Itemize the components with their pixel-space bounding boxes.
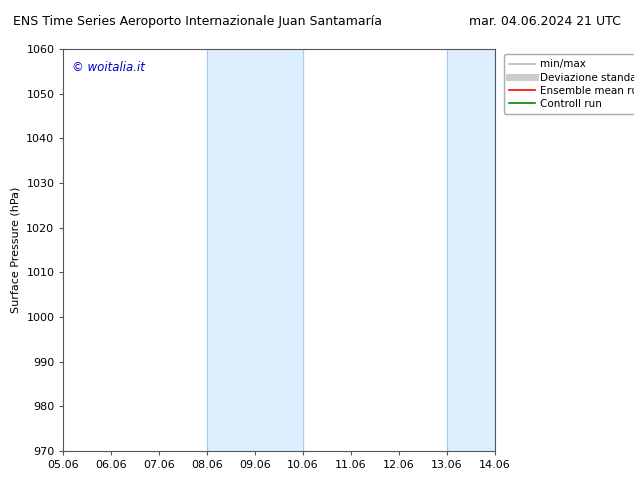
Bar — [446, 49, 495, 451]
Text: mar. 04.06.2024 21 UTC: mar. 04.06.2024 21 UTC — [469, 15, 621, 28]
Bar — [207, 49, 303, 451]
Text: © woitalia.it: © woitalia.it — [72, 61, 145, 74]
Legend: min/max, Deviazione standard, Ensemble mean run, Controll run: min/max, Deviazione standard, Ensemble m… — [504, 54, 634, 114]
Y-axis label: Surface Pressure (hPa): Surface Pressure (hPa) — [11, 187, 21, 313]
Text: ENS Time Series Aeroporto Internazionale Juan Santamaría: ENS Time Series Aeroporto Internazionale… — [13, 15, 382, 28]
